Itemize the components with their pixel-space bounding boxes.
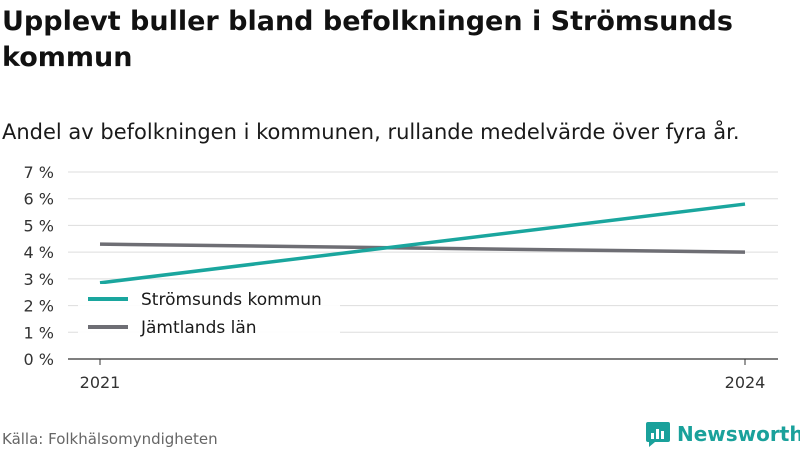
y-tick-label: 5 % [24, 216, 54, 235]
series-line-stromsund [99, 202, 746, 285]
y-tick-label: 6 % [24, 190, 54, 209]
y-tick-label: 7 % [24, 163, 54, 182]
chart-title: Upplevt buller bland befolkningen i Strö… [2, 6, 733, 73]
x-tick-label: 2024 [725, 373, 766, 392]
newsworthy-logo-icon [646, 422, 670, 447]
y-tick-label: 0 % [24, 350, 54, 369]
x-axis-ticks: 2021 2024 [80, 359, 766, 392]
legend-background [78, 284, 340, 344]
y-tick-label: 4 % [24, 243, 54, 262]
chart-subtitle: Andel av befolkningen i kommunen, rullan… [2, 120, 740, 144]
line-chart: 0 % 1 % 2 % 3 % 4 % 5 % 6 % 7 % 2021 2024 Ströms… [24, 163, 778, 392]
legend-label: Jämtlands län [140, 318, 257, 338]
y-tick-label: 2 % [24, 297, 54, 316]
y-tick-label: 3 % [24, 270, 54, 289]
source-note: Källa: Folkhälsomyndigheten [2, 430, 218, 448]
legend: Strömsunds kommun Jämtlands län [78, 284, 340, 344]
y-tick-label: 1 % [24, 323, 54, 342]
brand-logo: Newsworthy [645, 419, 800, 449]
series-lines [99, 202, 746, 285]
series-line-jamtland [99, 242, 746, 254]
legend-label: Strömsunds kommun [141, 290, 322, 310]
brand-name: Newsworthy [677, 422, 800, 446]
y-axis-ticks: 0 % 1 % 2 % 3 % 4 % 5 % 6 % 7 % [24, 163, 54, 369]
x-tick-label: 2021 [80, 373, 121, 392]
